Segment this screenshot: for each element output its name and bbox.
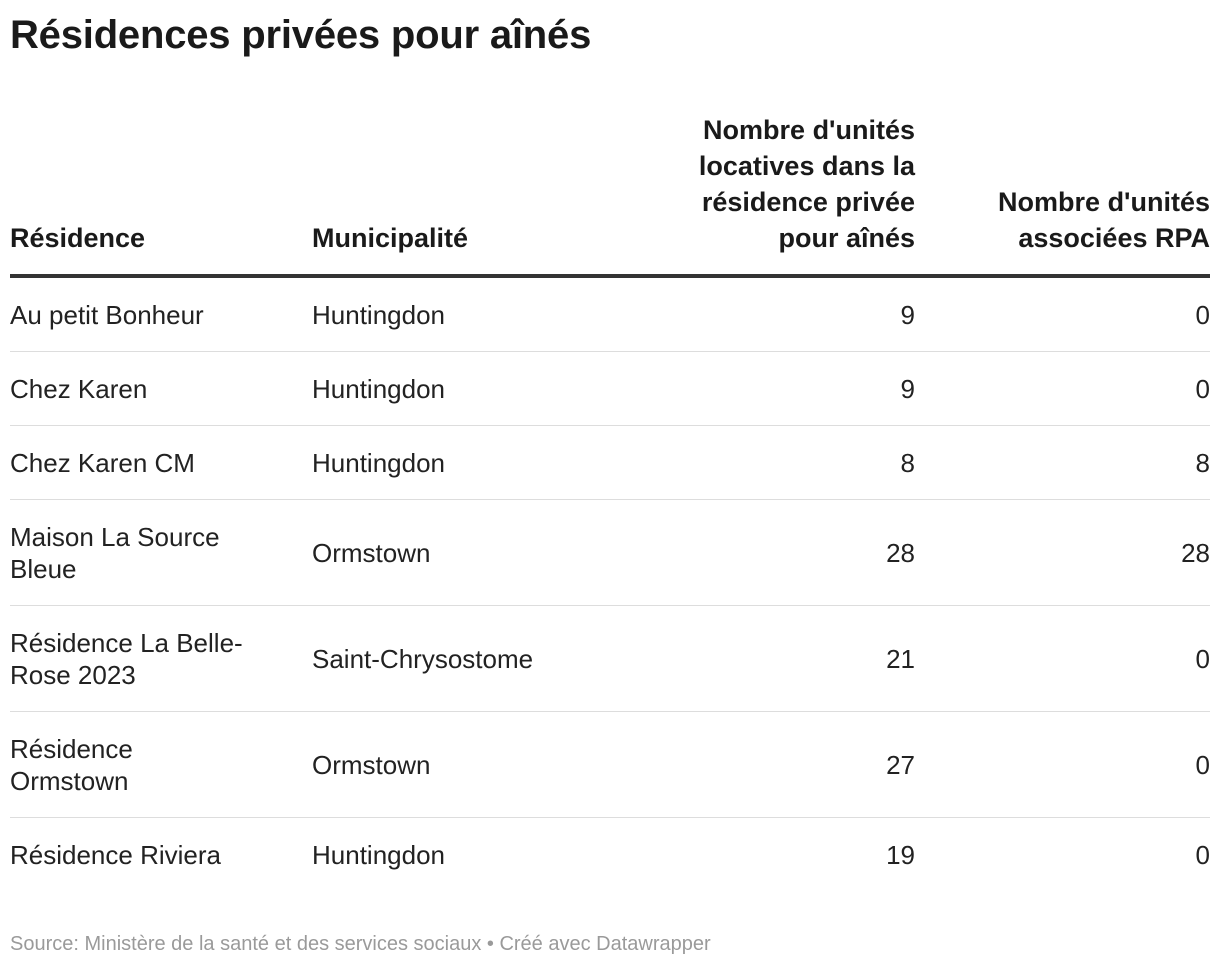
cell-associees: 0 <box>915 711 1210 818</box>
residence-name: Résidence Ormstown <box>10 733 133 796</box>
source-footer: Source: Ministère de la santé et des ser… <box>10 933 711 955</box>
column-header-unites-label: Nombre d'unités locatives dans la réside… <box>698 115 915 253</box>
column-header-associees-label: Nombre d'unités associées RPA <box>998 187 1210 253</box>
cell-municipalite: Huntingdon <box>312 425 562 500</box>
cell-municipalite: Ormstown <box>312 711 562 818</box>
cell-residence: Résidence Ormstown <box>10 711 312 818</box>
cell-unites: 19 <box>886 839 915 870</box>
cell-unites: 28 <box>562 499 915 606</box>
cell-municipalite: Ormstown <box>312 499 562 606</box>
cell-municipalite: Huntingdon <box>312 839 445 870</box>
residence-name: Chez Karen <box>10 373 148 404</box>
cell-residence: Maison La Source Bleue <box>10 499 312 606</box>
cell-municipalite: Saint-Chrysostome <box>312 605 562 712</box>
cell-unites: 9 <box>562 351 915 426</box>
table-row: Chez Karen CM Huntingdon 8 8 <box>10 425 1210 500</box>
cell-residence: Résidence Riviera <box>10 818 312 892</box>
residence-name: Chez Karen CM <box>10 447 195 478</box>
residence-name: Résidence La Belle-Rose 2023 <box>10 627 243 690</box>
header-row: Résidence Municipalité Nombre d'unités l… <box>10 112 1210 278</box>
column-header-unites[interactable]: Nombre d'unités locatives dans la réside… <box>562 112 915 278</box>
column-header-associees[interactable]: Nombre d'unités associées RPA <box>915 112 1210 278</box>
cell-municipalite: Huntingdon <box>312 351 562 426</box>
cell-unites: 27 <box>562 711 915 818</box>
cell-unites: 21 <box>562 605 915 712</box>
cell-residence: Chez Karen CM <box>10 425 312 500</box>
table-row: Chez Karen Huntingdon 9 0 <box>10 351 1210 426</box>
cell-residence: Résidence La Belle-Rose 2023 <box>10 605 312 712</box>
chart-title: Résidences privées pour aînés <box>10 13 592 57</box>
cell-associees: 0 <box>1195 839 1210 870</box>
cell-associees: 0 <box>915 351 1210 426</box>
column-header-municipalite[interactable]: Municipalité <box>312 112 562 278</box>
table-row: Résidence La Belle-Rose 2023 Saint-Chrys… <box>10 605 1210 712</box>
residence-name: Maison La Source Bleue <box>10 521 220 584</box>
cell-residence: Chez Karen <box>10 351 312 426</box>
residence-name: Au petit Bonheur <box>10 299 204 330</box>
cell-municipalite: Huntingdon <box>312 276 562 352</box>
column-header-residence[interactable]: Résidence <box>10 112 312 278</box>
cell-unites: 9 <box>562 276 915 352</box>
cell-residence: Au petit Bonheur <box>10 276 312 352</box>
table-row: Au petit Bonheur Huntingdon 9 0 <box>10 276 1210 352</box>
table-row: Résidence Ormstown Ormstown 27 0 <box>10 711 1210 818</box>
table-row: Résidence Riviera Huntingdon 19 0 <box>10 818 1210 892</box>
cell-unites: 8 <box>562 425 915 500</box>
cell-associees: 28 <box>915 499 1210 606</box>
data-table: Résidence Municipalité Nombre d'unités l… <box>10 112 1210 891</box>
table-row: Maison La Source Bleue Ormstown 28 28 <box>10 499 1210 606</box>
cell-associees: 0 <box>915 276 1210 352</box>
residence-name: Résidence Riviera <box>10 839 221 870</box>
cell-associees: 0 <box>915 605 1210 712</box>
cell-associees: 8 <box>915 425 1210 500</box>
